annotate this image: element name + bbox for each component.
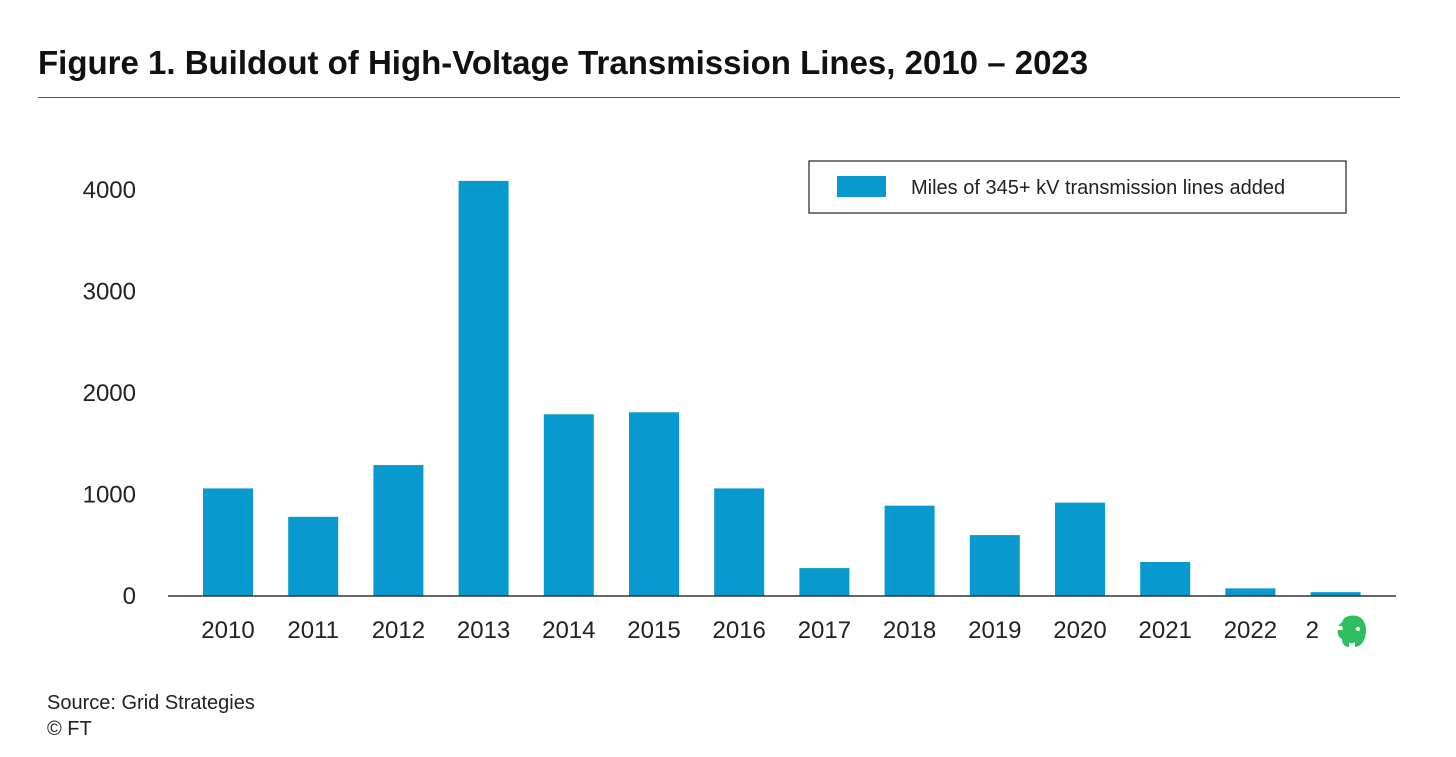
x-tick-label: 2012 [372, 617, 425, 644]
legend-label: Miles of 345+ kV transmission lines adde… [911, 177, 1285, 199]
x-tick-label: 2018 [883, 617, 936, 644]
x-tick-label: 2013 [457, 617, 510, 644]
bar-2010 [203, 488, 253, 596]
x-axis: 2010 2011 2012 2013 2014 2015 2016 2017 2018 2019… [201, 617, 1319, 644]
source-note: Source: Grid Strategies © FT [47, 690, 255, 742]
title-divider [38, 97, 1400, 98]
y-axis: 0 1000 2000 3000 4000 [83, 177, 136, 610]
x-tick-label: 2020 [1053, 617, 1106, 644]
y-tick-label: 0 [123, 583, 136, 610]
bar-2020 [1055, 502, 1105, 596]
legend: Miles of 345+ kV transmission lines adde… [808, 160, 1347, 214]
x-tick-label: 2011 [287, 617, 339, 644]
x-tick-label: 2017 [798, 617, 851, 644]
bar-2019 [969, 535, 1020, 596]
y-tick-label: 3000 [83, 279, 136, 306]
legend-swatch [837, 176, 886, 197]
x-tick-label: 2015 [627, 617, 680, 644]
y-tick-label: 4000 [83, 177, 136, 204]
x-tick-label: 2019 [968, 617, 1021, 644]
bar-2017 [799, 568, 850, 596]
bar-2013 [458, 180, 509, 597]
copyright-text: © FT [47, 718, 92, 740]
y-tick-label: 1000 [83, 482, 136, 509]
bar-2016 [714, 488, 765, 596]
bar-2021 [1140, 561, 1191, 596]
x-tick-label: 2010 [201, 617, 254, 644]
bar-2014 [543, 414, 594, 596]
x-tick-label: 2 [1306, 617, 1319, 644]
x-tick-label: 2014 [542, 617, 595, 644]
bar-series [203, 180, 1361, 597]
chart-title: Figure 1. Buildout of High-Voltage Trans… [38, 44, 1089, 81]
y-tick-label: 2000 [83, 380, 136, 407]
bar-2018 [884, 505, 935, 596]
bar-2012 [373, 465, 424, 596]
bar-2011 [288, 516, 339, 596]
x-tick-label: 2016 [713, 617, 766, 644]
legend-box [808, 160, 1347, 214]
x-tick-label: 2022 [1224, 617, 1277, 644]
bar-2015 [629, 412, 679, 596]
source-text: Source: Grid Strategies [47, 692, 255, 714]
bar-2 [1310, 592, 1361, 596]
elephant-logo-icon [1337, 615, 1366, 647]
x-tick-label: 2021 [1139, 617, 1192, 644]
bar-2022 [1225, 588, 1276, 596]
